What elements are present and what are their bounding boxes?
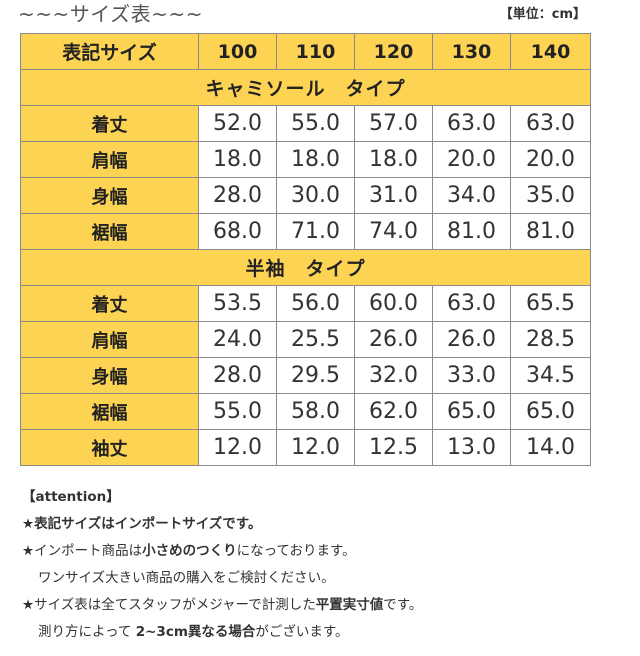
note-small-fit: ★インポート商品は小さめのつくりになっております。 bbox=[22, 543, 356, 559]
size-column-header: 120 bbox=[354, 33, 433, 70]
row-label: 肩幅 bbox=[20, 321, 199, 358]
measurement-cell: 71.0 bbox=[276, 213, 355, 250]
measurement-cell: 20.0 bbox=[510, 141, 591, 178]
measurement-cell: 28.5 bbox=[510, 321, 591, 358]
note-measurement: ★サイズ表は全てスタッフがメジャーで計測した平置実寸値です。 bbox=[22, 597, 423, 613]
table-row: 裾幅 68.0 71.0 74.0 81.0 81.0 bbox=[20, 213, 591, 250]
measurement-cell: 12.0 bbox=[198, 429, 277, 466]
measurement-cell: 12.5 bbox=[354, 429, 433, 466]
measurement-cell: 14.0 bbox=[510, 429, 591, 466]
measurement-cell: 18.0 bbox=[198, 141, 277, 178]
measurement-cell: 26.0 bbox=[432, 321, 511, 358]
measurement-cell: 55.0 bbox=[198, 393, 277, 430]
measurement-cell: 34.5 bbox=[510, 357, 591, 394]
measurement-cell: 68.0 bbox=[198, 213, 277, 250]
measurement-cell: 63.0 bbox=[510, 105, 591, 142]
table-row: 肩幅 18.0 18.0 18.0 20.0 20.0 bbox=[20, 141, 591, 178]
section-row: 半袖 タイプ bbox=[20, 249, 591, 286]
table-row: 肩幅 24.0 25.5 26.0 26.0 28.5 bbox=[20, 321, 591, 358]
measurement-cell: 20.0 bbox=[432, 141, 511, 178]
measurement-cell: 81.0 bbox=[510, 213, 591, 250]
measurement-cell: 74.0 bbox=[354, 213, 433, 250]
measurement-cell: 12.0 bbox=[276, 429, 355, 466]
measurement-cell: 28.0 bbox=[198, 357, 277, 394]
size-header-label: 表記サイズ bbox=[20, 33, 199, 70]
measurement-cell: 24.0 bbox=[198, 321, 277, 358]
measurement-cell: 65.0 bbox=[432, 393, 511, 430]
size-column-header: 130 bbox=[432, 33, 511, 70]
notes-section: 【attention】 ★表記サイズはインポートサイズです。 ★インポート商品は… bbox=[22, 484, 622, 646]
measurement-cell: 53.5 bbox=[198, 285, 277, 322]
table-row: 身幅 28.0 30.0 31.0 34.0 35.0 bbox=[20, 177, 591, 214]
row-label: 身幅 bbox=[20, 177, 199, 214]
measurement-cell: 57.0 bbox=[354, 105, 433, 142]
measurement-cell: 52.0 bbox=[198, 105, 277, 142]
table-row: 袖丈 12.0 12.0 12.5 13.0 14.0 bbox=[20, 429, 591, 466]
measurement-cell: 81.0 bbox=[432, 213, 511, 250]
size-column-header: 140 bbox=[510, 33, 591, 70]
section-title: キャミソール タイプ bbox=[20, 69, 591, 106]
measurement-cell: 29.5 bbox=[276, 357, 355, 394]
note-import-size: ★表記サイズはインポートサイズです。 bbox=[22, 516, 262, 532]
measurement-cell: 65.0 bbox=[510, 393, 591, 430]
row-label: 袖丈 bbox=[20, 429, 199, 466]
row-label: 着丈 bbox=[20, 285, 199, 322]
note-size-up: ワンサイズ大きい商品の購入をご検討ください。 bbox=[38, 570, 335, 586]
table-row: 着丈 53.5 56.0 60.0 63.0 65.5 bbox=[20, 285, 591, 322]
measurement-cell: 34.0 bbox=[432, 177, 511, 214]
section-row: キャミソール タイプ bbox=[20, 69, 591, 106]
measurement-cell: 31.0 bbox=[354, 177, 433, 214]
row-label: 身幅 bbox=[20, 357, 199, 394]
measurement-cell: 60.0 bbox=[354, 285, 433, 322]
measurement-cell: 35.0 bbox=[510, 177, 591, 214]
row-label: 肩幅 bbox=[20, 141, 199, 178]
size-header-row: 表記サイズ 100 110 120 130 140 bbox=[20, 33, 591, 70]
measurement-cell: 30.0 bbox=[276, 177, 355, 214]
unit-label: 【単位：cm】 bbox=[499, 7, 586, 22]
measurement-cell: 63.0 bbox=[432, 285, 511, 322]
measurement-cell: 18.0 bbox=[354, 141, 433, 178]
table-row: 着丈 52.0 55.0 57.0 63.0 63.0 bbox=[20, 105, 591, 142]
measurement-cell: 63.0 bbox=[432, 105, 511, 142]
measurement-cell: 58.0 bbox=[276, 393, 355, 430]
measurement-cell: 65.5 bbox=[510, 285, 591, 322]
section-title: 半袖 タイプ bbox=[20, 249, 591, 286]
size-table: 表記サイズ 100 110 120 130 140 キャミソール タイプ 着丈 52.0 55.0… bbox=[20, 33, 591, 466]
measurement-cell: 62.0 bbox=[354, 393, 433, 430]
measurement-cell: 56.0 bbox=[276, 285, 355, 322]
measurement-cell: 25.5 bbox=[276, 321, 355, 358]
row-label: 裾幅 bbox=[20, 393, 199, 430]
note-variance: 測り方によって 2~3cm異なる場合がございます。 bbox=[38, 624, 349, 640]
row-label: 着丈 bbox=[20, 105, 199, 142]
measurement-cell: 33.0 bbox=[432, 357, 511, 394]
measurement-cell: 28.0 bbox=[198, 177, 277, 214]
size-column-header: 110 bbox=[276, 33, 355, 70]
measurement-cell: 13.0 bbox=[432, 429, 511, 466]
table-row: 裾幅 55.0 58.0 62.0 65.0 65.0 bbox=[20, 393, 591, 430]
attention-heading: 【attention】 bbox=[22, 489, 120, 505]
table-row: 身幅 28.0 29.5 32.0 33.0 34.5 bbox=[20, 357, 591, 394]
measurement-cell: 55.0 bbox=[276, 105, 355, 142]
measurement-cell: 18.0 bbox=[276, 141, 355, 178]
page-title: ~~~サイズ表~~~ bbox=[18, 2, 203, 26]
measurement-cell: 32.0 bbox=[354, 357, 433, 394]
row-label: 裾幅 bbox=[20, 213, 199, 250]
measurement-cell: 26.0 bbox=[354, 321, 433, 358]
size-column-header: 100 bbox=[198, 33, 277, 70]
